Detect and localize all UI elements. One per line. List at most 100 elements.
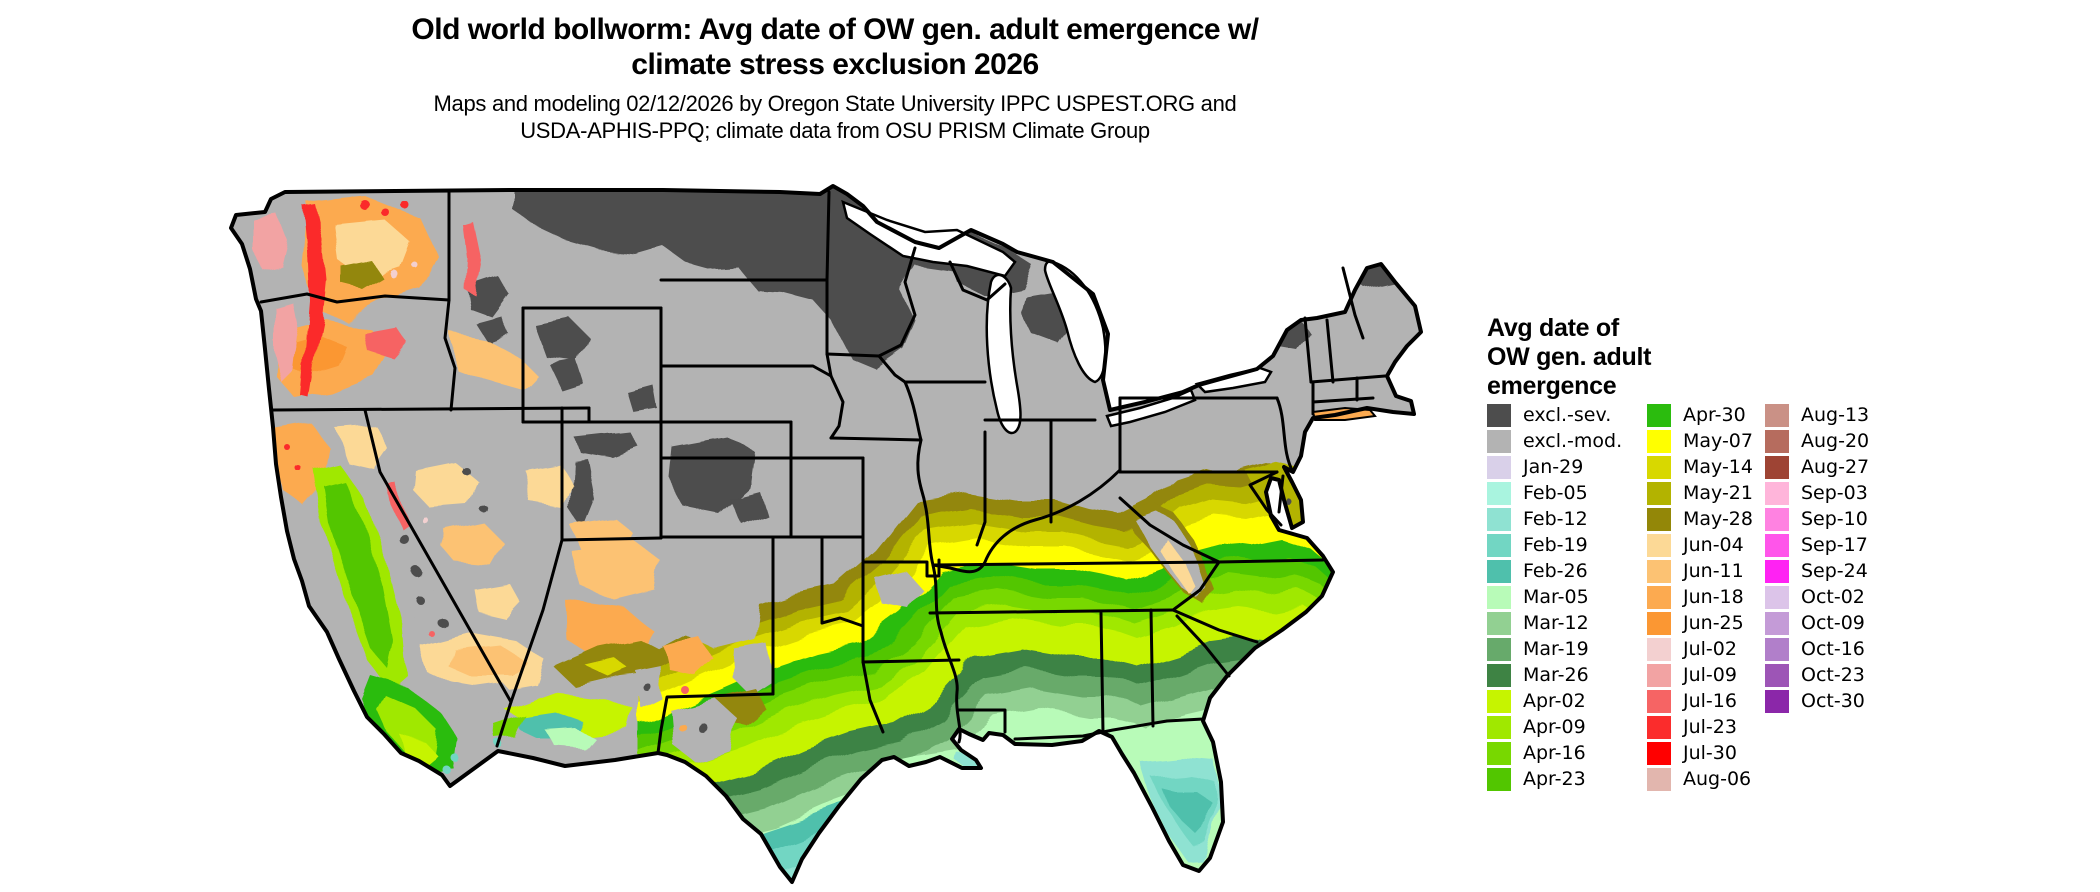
legend-swatch bbox=[1647, 637, 1671, 661]
us-map bbox=[215, 170, 1455, 890]
map-zone-nid-red bbox=[463, 222, 481, 295]
legend-label: Feb-26 bbox=[1523, 560, 1588, 582]
map-fleck bbox=[677, 722, 685, 730]
legend-row: Oct-30 bbox=[1765, 688, 1869, 714]
us-outline bbox=[229, 184, 1423, 884]
map-zone-neca-peach bbox=[335, 425, 387, 468]
map-fleck bbox=[700, 725, 710, 735]
legend-row: Apr-16 bbox=[1487, 740, 1622, 766]
map-fleck bbox=[412, 262, 418, 268]
map-zone-delta bbox=[955, 752, 983, 768]
legend-label: Mar-05 bbox=[1523, 586, 1589, 608]
legend-swatch bbox=[1765, 611, 1789, 635]
map-zone-mogollon-speck bbox=[585, 658, 627, 675]
legend-label: Sep-17 bbox=[1801, 534, 1868, 556]
legend-swatch bbox=[1765, 637, 1789, 661]
legend-row: Jul-30 bbox=[1647, 740, 1753, 766]
map-zone-laramie-dark bbox=[627, 385, 657, 412]
legend-row: Aug-06 bbox=[1647, 766, 1753, 792]
map-fleck bbox=[427, 629, 433, 635]
legend-row: Aug-27 bbox=[1765, 454, 1869, 480]
legend-label: Oct-02 bbox=[1801, 586, 1865, 608]
legend-label: Apr-30 bbox=[1683, 404, 1746, 426]
legend-label: Mar-19 bbox=[1523, 638, 1589, 660]
legend-row: Mar-12 bbox=[1487, 610, 1622, 636]
legend-row: Jan-29 bbox=[1487, 454, 1622, 480]
legend-swatch bbox=[1647, 663, 1671, 687]
legend-row: excl.-sev. bbox=[1487, 402, 1622, 428]
map-zone-keys bbox=[1150, 880, 1156, 882]
legend-swatch bbox=[1647, 507, 1671, 531]
map-zone-nca-coast bbox=[275, 422, 327, 505]
legend-row: Jul-23 bbox=[1647, 714, 1753, 740]
map-fleck bbox=[443, 766, 451, 774]
legend-label: May-28 bbox=[1683, 508, 1753, 530]
legend-row: Aug-20 bbox=[1765, 428, 1869, 454]
legend-label: Jun-18 bbox=[1683, 586, 1744, 608]
map-zone-nm-gray1 bbox=[675, 590, 760, 650]
legend-label: Oct-16 bbox=[1801, 638, 1865, 660]
map-zone-puget-pink bbox=[251, 214, 287, 270]
legend-row: Jul-09 bbox=[1647, 662, 1753, 688]
legend-row: Jun-18 bbox=[1647, 584, 1753, 610]
legend-swatch bbox=[1647, 715, 1671, 739]
legend-label: excl.-sev. bbox=[1523, 404, 1612, 426]
map-zone-yellowstone-dark bbox=[535, 318, 587, 362]
legend-row: Jun-04 bbox=[1647, 532, 1753, 558]
legend-row: Jun-25 bbox=[1647, 610, 1753, 636]
us-map-svg bbox=[229, 184, 1423, 884]
map-zone-wasatch-dark bbox=[570, 458, 595, 530]
legend-label: Sep-10 bbox=[1801, 508, 1868, 530]
legend-swatch bbox=[1487, 533, 1511, 557]
legend-label: May-14 bbox=[1683, 456, 1753, 478]
legend-label: Mar-26 bbox=[1523, 664, 1589, 686]
map-zone-columbia-basin bbox=[335, 220, 410, 280]
legend-row: Feb-12 bbox=[1487, 506, 1622, 532]
legend-row: May-28 bbox=[1647, 506, 1753, 532]
map-fleck bbox=[410, 565, 420, 575]
map-fleck bbox=[381, 208, 389, 216]
legend-label: Apr-02 bbox=[1523, 690, 1586, 712]
legend-label: Feb-05 bbox=[1523, 482, 1588, 504]
map-zone-colorado-dark2 bbox=[730, 492, 767, 525]
map-zone-yuma-green bbox=[495, 715, 525, 740]
map-zone-az-north bbox=[570, 542, 660, 600]
map-fleck bbox=[391, 271, 399, 279]
legend: Avg date of OW gen. adult emergence excl… bbox=[1487, 314, 1927, 791]
map-zone-ozark-gray bbox=[875, 570, 921, 610]
legend-label: Oct-30 bbox=[1801, 690, 1865, 712]
legend-row: Apr-30 bbox=[1647, 402, 1753, 428]
legend-swatch bbox=[1647, 481, 1671, 505]
map-zone-central-valley bbox=[323, 480, 393, 668]
legend-row: excl.-mod. bbox=[1487, 428, 1622, 454]
title-line-1: Old world bollworm: Avg date of OW gen. … bbox=[411, 13, 1259, 46]
legend-label: Mar-12 bbox=[1523, 612, 1589, 634]
legend-swatch bbox=[1765, 403, 1789, 427]
legend-label: Sep-24 bbox=[1801, 560, 1868, 582]
legend-row: Apr-02 bbox=[1487, 688, 1622, 714]
map-zone-keys bbox=[1178, 878, 1184, 882]
legend-row: Sep-17 bbox=[1765, 532, 1869, 558]
legend-label: Jul-30 bbox=[1683, 742, 1737, 764]
legend-label: Jul-02 bbox=[1683, 638, 1737, 660]
legend-label: Jun-11 bbox=[1683, 560, 1744, 582]
legend-swatch bbox=[1765, 455, 1789, 479]
legend-swatch bbox=[1647, 585, 1671, 609]
page-title: Old world bollworm: Avg date of OW gen. … bbox=[215, 12, 1455, 82]
map-fleck bbox=[416, 596, 424, 604]
legend-swatch bbox=[1647, 689, 1671, 713]
legend-label: Feb-12 bbox=[1523, 508, 1588, 530]
legend-title-line-3: emergence bbox=[1487, 372, 1617, 400]
legend-title-line-1: Avg date of bbox=[1487, 314, 1619, 342]
map-zone-blue-mtns bbox=[363, 326, 407, 358]
legend-label: May-07 bbox=[1683, 430, 1753, 452]
map-fleck bbox=[481, 506, 489, 514]
legend-swatch bbox=[1765, 663, 1789, 687]
legend-title-line-2: OW gen. adult bbox=[1487, 343, 1652, 371]
map-fleck bbox=[461, 466, 469, 474]
legend-column-2: Apr-30 May-07 May-14 May-21 May-28 Jun-04 Jun-… bbox=[1647, 402, 1753, 792]
legend-label: Aug-13 bbox=[1801, 404, 1870, 426]
legend-label: Aug-27 bbox=[1801, 456, 1870, 478]
subtitle-line-1: Maps and modeling 02/12/2026 by Oregon S… bbox=[433, 91, 1237, 116]
legend-row: Feb-05 bbox=[1487, 480, 1622, 506]
